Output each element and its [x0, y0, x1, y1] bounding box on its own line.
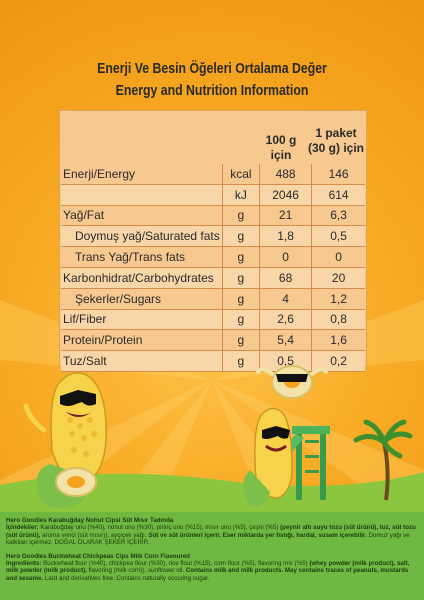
row-unit: g — [221, 329, 260, 352]
row-label: Protein/Protein — [61, 329, 223, 352]
row-value-pack: 6,3 — [311, 205, 365, 227]
table-row: Protein/Protein g 5,4 1,6 — [61, 329, 365, 352]
table-row: kJ 2046 614 — [61, 184, 365, 206]
product-name-english: Hero Goodies Buckwheat Chickpeas Cips Mi… — [6, 552, 190, 560]
table-row: Tuz/Salt g 0,5 0,2 — [61, 350, 365, 372]
row-value-100g: 1,8 — [258, 225, 312, 248]
table-row: Şekerler/Sugars g 4 1,2 — [61, 288, 365, 310]
title-english: Energy and Nutrition Information — [115, 82, 309, 99]
table-row: Lif/Fiber g 2,6 0,8 — [61, 309, 365, 331]
ingredients-body-turkish: İçindekiler: Karabuğday unu (%40), nohut… — [6, 524, 420, 546]
row-label: Lif/Fiber — [61, 309, 223, 331]
ingredients-turkish: Hero Goodies Karabuğday Nohut Cipsi Süt … — [6, 517, 420, 547]
ingredients-part2: aroma verici (süt mısır)), ayçiçek yağı. — [40, 531, 149, 539]
row-value-100g: 68 — [258, 267, 312, 289]
row-unit: kcal — [221, 164, 260, 185]
row-value-100g: 21 — [258, 205, 312, 227]
corn-mascot-left-icon — [23, 372, 107, 508]
ingredients-bold2: Süt ve süt ürünleri içerir. Eser miktard… — [148, 531, 367, 539]
row-unit: g — [221, 350, 260, 372]
ingredients-bold1: (peynir altı suyu tozu (süt ürünü), tuz,… — [6, 524, 416, 539]
row-value-pack: 0,2 — [311, 350, 365, 372]
ingredients-english: Hero Goodies Buckwheat Chickpeas Cips Mi… — [6, 553, 420, 583]
row-value-pack: 0 — [311, 246, 365, 268]
row-unit: g — [221, 288, 260, 310]
row-value-pack: 0,8 — [311, 309, 365, 331]
row-label — [61, 184, 223, 206]
row-value-pack: 614 — [311, 184, 365, 206]
row-value-100g: 0 — [258, 246, 312, 268]
ingredients-panel — [0, 512, 424, 600]
row-value-pack: 1,2 — [311, 288, 365, 310]
table-row: Enerji/Energy kcal 488 146 — [61, 164, 365, 185]
ingredients-body-english: Ingredients: Buckwheat flour (%40), chic… — [6, 560, 420, 582]
corn-mascot-right-icon — [243, 407, 293, 507]
row-unit: g — [221, 225, 260, 248]
column-header-per-100g: 100 g için — [265, 133, 297, 162]
row-label: Enerji/Energy — [61, 164, 223, 185]
ingredients-part1: Buckwheat flour (%40), chickpea flour (%… — [41, 560, 310, 568]
title-turkish: Enerji Ve Besin Öğeleri Ortalama Değer — [97, 60, 327, 77]
row-label: Tuz/Salt — [61, 350, 223, 372]
row-unit: g — [221, 309, 260, 331]
table-row: Yağ/Fat g 21 6,3 — [61, 205, 365, 227]
row-value-100g: 488 — [258, 164, 312, 185]
row-unit: g — [221, 267, 260, 289]
row-value-pack: 146 — [311, 164, 365, 185]
ingredients-label-english: Ingredients: — [6, 560, 42, 568]
row-label: Karbonhidrat/Carbohydrates — [61, 267, 223, 289]
row-value-100g: 5,4 — [258, 329, 312, 352]
row-value-100g: 4 — [258, 288, 312, 310]
table-row: Doymuş yağ/Saturated fats g 1,8 0,5 — [61, 225, 365, 248]
row-unit: g — [221, 246, 260, 268]
back-hill — [0, 472, 424, 520]
per-pack-line2: (30 g) için — [308, 141, 365, 155]
column-header-per-pack: 1 paket (30 g) için — [308, 126, 364, 156]
row-unit: g — [221, 205, 260, 227]
row-label: Şekerler/Sugars — [61, 288, 223, 310]
ingredients-text: Hero Goodies Karabuğday Nohut Cipsi Süt … — [6, 517, 420, 588]
row-label: Yağ/Fat — [61, 205, 223, 227]
row-unit: kJ — [221, 184, 260, 206]
palm-tree-icon — [353, 419, 413, 501]
row-value-pack: 20 — [311, 267, 365, 289]
ingredients-label-turkish: İçindekiler: — [6, 524, 39, 532]
nutrition-table: Enerji/Energy kcal 488 146 kJ 2046 614 Y… — [61, 164, 365, 372]
ingredients-part1: Karabuğday unu (%40), nohut unu (%30), p… — [38, 524, 281, 532]
per-pack-line1: 1 paket — [315, 126, 357, 140]
ingredients-part3: Domuz yağı ve katkıları içermez. DOĞAL O… — [6, 531, 410, 547]
row-value-pack: 0,5 — [311, 225, 365, 248]
mascot-illustration — [0, 365, 424, 520]
row-label: Trans Yağ/Trans fats — [61, 246, 223, 268]
ingredients-bold2: Contains milk and milk products. May con… — [6, 567, 409, 582]
nutrition-title: Enerji Ve Besin Öğeleri Ortalama Değer E… — [38, 58, 386, 102]
ingredients-part2: flavoring (milk corn)), sunflower oil. — [86, 567, 186, 575]
row-value-100g: 2,6 — [258, 309, 312, 331]
table-row: Trans Yağ/Trans fats g 0 0 — [61, 246, 365, 268]
row-value-pack: 1,6 — [311, 329, 365, 352]
product-name-turkish: Hero Goodies Karabuğday Nohut Cipsi Süt … — [6, 517, 174, 524]
ring-snack-mascot-icon — [256, 365, 328, 399]
row-value-100g: 2046 — [258, 184, 312, 206]
ingredients-bold1: (whey powder (milk product), salt, milk … — [6, 560, 410, 575]
table-row: Karbonhidrat/Carbohydrates g 68 20 — [61, 267, 365, 289]
row-label: Doymuş yağ/Saturated fats — [61, 225, 223, 248]
ingredients-part3: Lard and derivatives free. Contains natu… — [43, 574, 210, 582]
